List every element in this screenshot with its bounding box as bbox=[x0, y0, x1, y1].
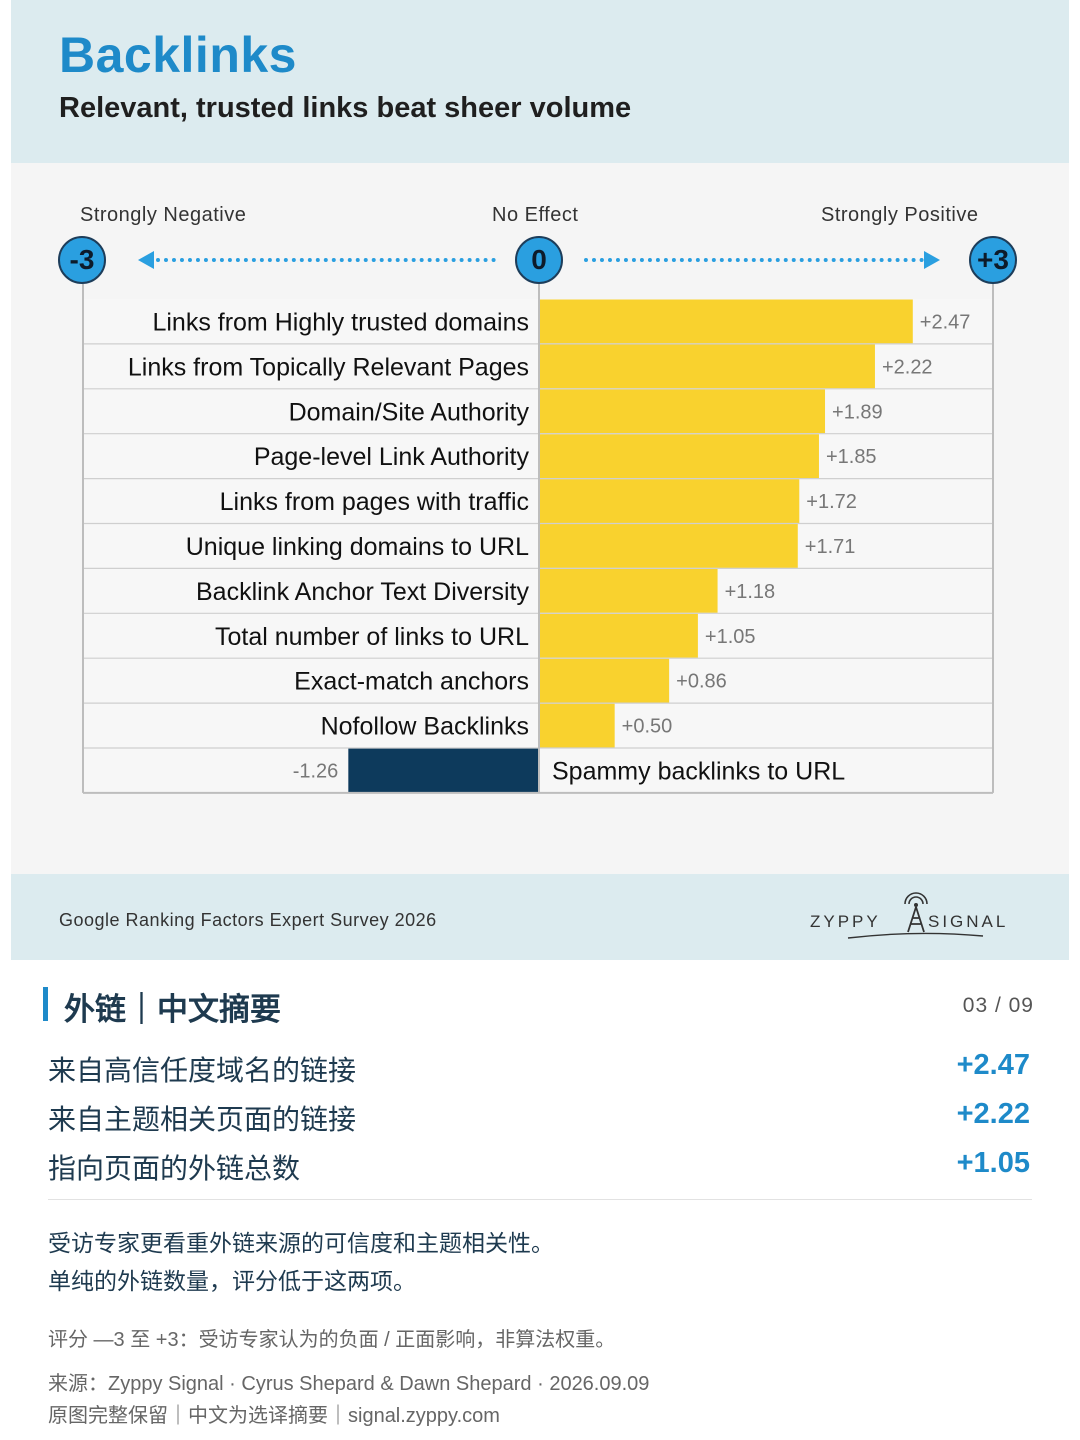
bar bbox=[348, 748, 539, 793]
category-label: Spammy backlinks to URL bbox=[552, 757, 845, 785]
arrow-left-icon bbox=[138, 251, 154, 269]
bar bbox=[539, 703, 615, 748]
category-label: Links from pages with traffic bbox=[220, 488, 529, 516]
summary-row-label: 指向页面的外链总数 bbox=[48, 1153, 301, 1184]
brand-left: ZYPPY bbox=[810, 912, 881, 931]
summary-row-label: 来自主题相关页面的链接 bbox=[48, 1104, 357, 1135]
bar-value-label: +1.18 bbox=[725, 581, 776, 603]
bar bbox=[539, 344, 875, 389]
summary-note-line1: 受访专家更看重外链来源的可信度和主题相关性。 bbox=[48, 1230, 554, 1256]
summary-row: 来自高信任度域名的链接 +2.47 bbox=[48, 1049, 1032, 1093]
bar-value-label: +1.85 bbox=[826, 446, 877, 468]
bar-value-label: +1.72 bbox=[806, 491, 857, 513]
scale-min-badge: -3 bbox=[58, 236, 106, 284]
bar bbox=[539, 524, 798, 568]
summary-divider bbox=[48, 1199, 1032, 1200]
summary-note-line2: 单纯的外链数量，评分低于这两项。 bbox=[48, 1268, 416, 1294]
category-label: Nofollow Backlinks bbox=[321, 713, 529, 741]
summary-row-value: +2.22 bbox=[956, 1098, 1030, 1130]
bar-value-label: +1.89 bbox=[832, 401, 883, 423]
summary-row-value: +1.05 bbox=[956, 1147, 1030, 1179]
scale-max-badge: +3 bbox=[969, 236, 1017, 284]
summary-row: 指向页面的外链总数 +1.05 bbox=[48, 1147, 1032, 1191]
page-number: 03 / 09 bbox=[962, 994, 1034, 1017]
scale-zero-badge: 0 bbox=[515, 236, 563, 284]
category-label: Unique linking domains to URL bbox=[186, 533, 529, 561]
summary-row: 来自主题相关页面的链接 +2.22 bbox=[48, 1098, 1032, 1142]
bar-value-label: +2.22 bbox=[882, 356, 933, 378]
scale-note: 评分 —3 至 +3：受访专家认为的负面 / 正面影响，非算法权重。 bbox=[48, 1329, 616, 1351]
bar-value-label: -1.26 bbox=[293, 760, 339, 782]
zyppy-signal-logo: ZYPPY SIGNAL bbox=[810, 892, 1008, 939]
bar-value-label: +2.47 bbox=[920, 311, 971, 333]
scale-neutral-label: No Effect bbox=[492, 204, 579, 226]
survey-credit: Google Ranking Factors Expert Survey 202… bbox=[59, 910, 437, 930]
page-subtitle: Relevant, trusted links beat sheer volum… bbox=[59, 92, 632, 124]
arrow-right-icon bbox=[924, 251, 940, 269]
summary-accent-bar bbox=[43, 987, 48, 1021]
bar-value-label: +0.50 bbox=[622, 716, 673, 738]
bar-value-label: +0.86 bbox=[676, 671, 727, 693]
category-label: Exact-match anchors bbox=[294, 668, 529, 696]
summary-row-value: +2.47 bbox=[956, 1049, 1030, 1081]
category-label: Backlink Anchor Text Diversity bbox=[196, 578, 529, 606]
bar bbox=[539, 479, 800, 523]
scale-positive-label: Strongly Positive bbox=[821, 204, 979, 226]
dotted-line-negative bbox=[156, 258, 496, 262]
summary-title: 外链｜中文摘要 bbox=[64, 992, 281, 1027]
category-label: Page-level Link Authority bbox=[254, 443, 530, 471]
bar-chart: +2.47 Links from Highly trusted domains +2… bbox=[82, 284, 994, 794]
bar bbox=[539, 658, 670, 703]
source-credit: 来源：Zyppy Signal · Cyrus Shepard & Dawn S… bbox=[48, 1373, 650, 1395]
category-label: Domain/Site Authority bbox=[289, 398, 530, 426]
category-label: Links from Topically Relevant Pages bbox=[128, 353, 529, 381]
bar-value-label: +1.05 bbox=[705, 626, 756, 648]
bar bbox=[539, 389, 826, 434]
footer-banner: Google Ranking Factors Expert Survey 202… bbox=[11, 874, 1069, 960]
summary-row-label: 来自高信任度域名的链接 bbox=[48, 1055, 357, 1086]
scale-negative-label: Strongly Negative bbox=[80, 204, 247, 226]
category-label: Links from Highly trusted domains bbox=[152, 308, 529, 336]
header-banner: Backlinks Relevant, trusted links beat s… bbox=[11, 0, 1069, 163]
category-label: Total number of links to URL bbox=[215, 623, 529, 651]
translation-credit: 原图完整保留｜中文为选译摘要｜signal.zyppy.com bbox=[48, 1405, 500, 1427]
bar bbox=[539, 434, 819, 479]
bar bbox=[539, 613, 698, 658]
page-title: Backlinks bbox=[59, 27, 297, 83]
dotted-line-positive bbox=[584, 258, 924, 262]
brand-right: SIGNAL bbox=[928, 912, 1008, 931]
bar-value-label: +1.71 bbox=[805, 536, 856, 558]
bar bbox=[539, 568, 718, 613]
bar bbox=[539, 299, 913, 344]
